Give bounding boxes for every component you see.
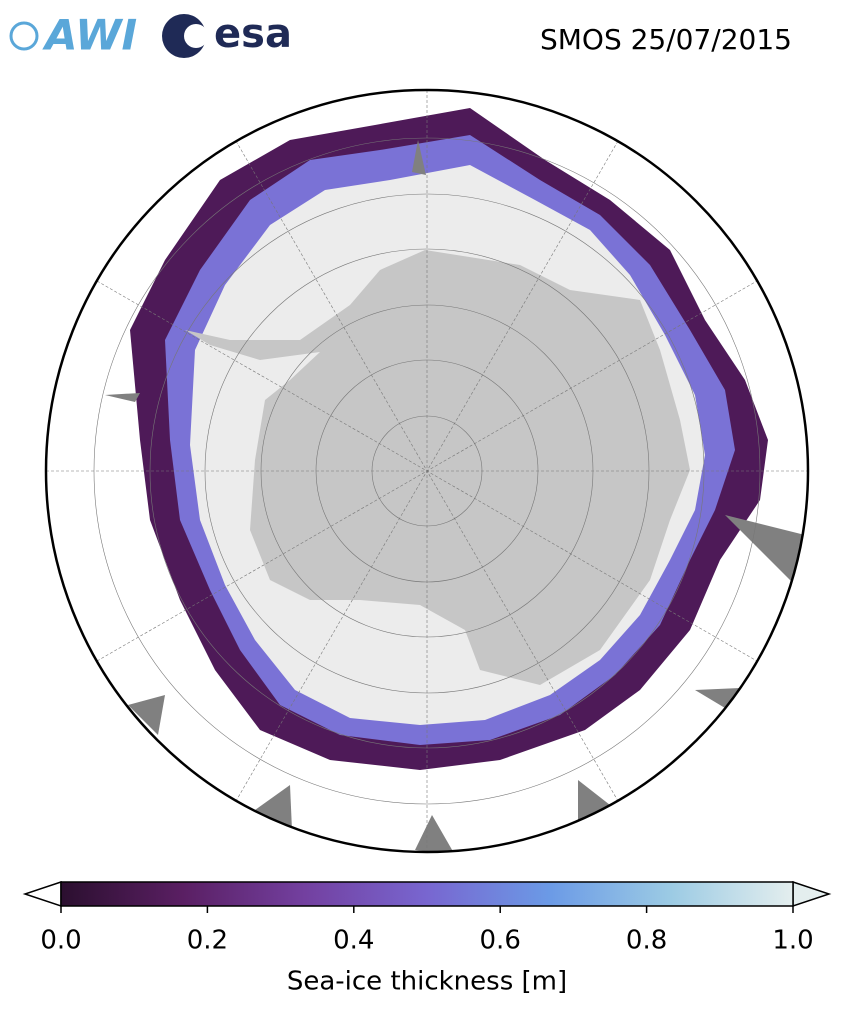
map-border [44, 88, 810, 854]
esa-logo-text: esa [214, 11, 292, 57]
colorbar-tick-label: 0.4 [333, 926, 374, 956]
antarctica [185, 250, 690, 685]
colorbar-label: Sea-ice thickness [m] [287, 967, 567, 997]
awi-logo-text: AWI [42, 11, 137, 60]
colorbar-extend-low [22, 880, 62, 908]
awi-logo: AWI [9, 11, 137, 60]
colorbar-tick-label: 0.6 [480, 926, 521, 956]
colorbar-tick-label: 0.8 [626, 926, 667, 956]
esa-logo: esa [162, 11, 292, 58]
land-islands [105, 140, 805, 852]
colorbar-gradient [60, 881, 794, 907]
map-title: SMOS 25/07/2015 [540, 23, 792, 56]
graticule [46, 90, 808, 852]
colorbar-extend-high [792, 880, 832, 908]
colorbar-tick-label: 0.0 [40, 926, 81, 956]
map [46, 90, 808, 852]
colorbar: 0.0 0.2 0.4 0.6 0.8 1.0 Sea-ice thickness [m] [22, 880, 832, 997]
colorbar-tick-label: 1.0 [772, 926, 813, 956]
colorbar-tick-label: 0.2 [187, 926, 228, 956]
